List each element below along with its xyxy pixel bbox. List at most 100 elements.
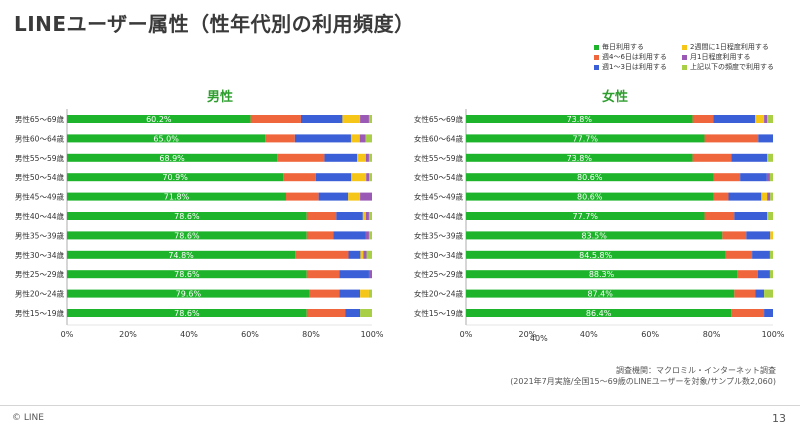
bar-segment [761,192,768,201]
bar-segment [368,115,372,123]
bar-segment [767,212,773,220]
bar-segment [277,153,325,162]
bar-segment [360,250,364,259]
legend-swatch [682,64,687,70]
legend-swatch [682,54,687,60]
category-label: 女性35〜39歳 [414,230,464,240]
legend-item-biweekly: 2週間に1日程度利用する [682,42,769,52]
bar-segment [306,231,334,240]
data-label: 79.6% [176,290,202,299]
bar-segment [704,212,735,220]
bar-segment [306,212,337,220]
bar-segment [713,115,756,123]
data-label: 70.9% [162,173,188,182]
category-label: 女性25〜29歳 [414,269,464,279]
chart-title: 女性 [602,89,628,105]
bar-segment [769,250,773,259]
legend-label: 月1日程度利用する [690,53,751,61]
legend-item-4to6-days: 週4〜6日は利用する [594,52,667,62]
bar-segment [731,153,768,162]
bar-segment [67,153,278,162]
legend-item-1to3-days: 週1〜3日は利用する [594,62,667,72]
bar-segment [309,289,340,298]
bar-segment [466,115,693,123]
bar-segment [339,289,361,298]
bar-segment [315,173,352,182]
data-label: 77.7% [573,134,599,143]
bar-segment [67,309,307,317]
bar-segment [348,192,361,201]
bar-segment [351,173,367,182]
bar-segment [466,250,726,259]
data-label: 80.6% [577,193,603,202]
data-label: 78.6% [174,212,200,221]
bar-segment [466,212,705,220]
x-tick-overlay-label: 40% [530,334,548,343]
bar-segment [363,250,367,259]
bar-segment [466,231,723,240]
bar-segment [67,231,307,240]
category-label: 男性65〜69歳 [15,114,65,124]
bar-segment [704,134,759,143]
x-tick-label: 60% [241,330,259,339]
bar-segment [764,289,773,298]
copyright: © LINE [12,413,44,423]
bar-segment [67,134,266,143]
legend-swatch [594,64,599,70]
data-label: 78.6% [174,309,200,318]
category-label: 女性15〜19歳 [414,308,464,318]
bar-segment [368,289,372,298]
x-tick-label: 40% [580,330,598,339]
bar-segment [365,134,372,143]
bar-segment [67,115,251,123]
bar-segment [466,309,732,317]
bar-segment [324,153,358,162]
bar-segment [692,153,732,162]
category-label: 女性45〜49歳 [414,192,464,202]
category-label: 男性60〜64歳 [15,133,65,143]
x-tick-label: 80% [703,330,721,339]
category-label: 女性30〜34歳 [414,250,464,260]
bar-segment [466,192,714,201]
footer-divider [0,405,800,406]
bar-segment [752,250,770,259]
bar-segment [366,250,372,259]
bar-segment [722,231,747,240]
bar-segment [348,250,361,259]
bar-segment [294,134,351,143]
bar-segment [368,270,372,279]
x-tick-label: 80% [302,330,320,339]
x-tick-label: 100% [762,330,785,339]
data-label: 60.2% [146,115,172,124]
bar-segment [767,115,773,123]
data-label: 86.4% [586,309,612,318]
category-label: 男性50〜54歳 [15,172,65,182]
bar-segment [306,270,340,279]
legend-swatch [594,44,599,50]
bar-segment [360,309,372,317]
bar-segment [350,134,360,143]
legend-label: 毎日利用する [602,43,644,51]
data-label: 74.8% [168,251,194,260]
bar-segment [466,270,738,279]
bar-segment [368,153,372,162]
data-label: 78.6% [174,270,200,279]
category-label: 男性35〜39歳 [15,230,65,240]
x-tick-label: 100% [361,330,384,339]
bar-segment [342,115,361,123]
data-label: 88.3% [589,270,615,279]
category-label: 女性55〜59歳 [414,153,464,163]
chart-title: 男性 [207,89,233,105]
bar-segment [368,231,372,240]
bar-segment [300,115,343,123]
bar-segment [250,115,301,123]
bar-segment [769,173,773,182]
bar-segment [755,115,765,123]
bar-segment [734,212,768,220]
bar-segment [713,192,729,201]
x-tick-label: 0% [460,330,473,339]
category-label: 男性15〜19歳 [15,308,65,318]
bar-segment [360,115,369,123]
bar-segment [767,153,773,162]
